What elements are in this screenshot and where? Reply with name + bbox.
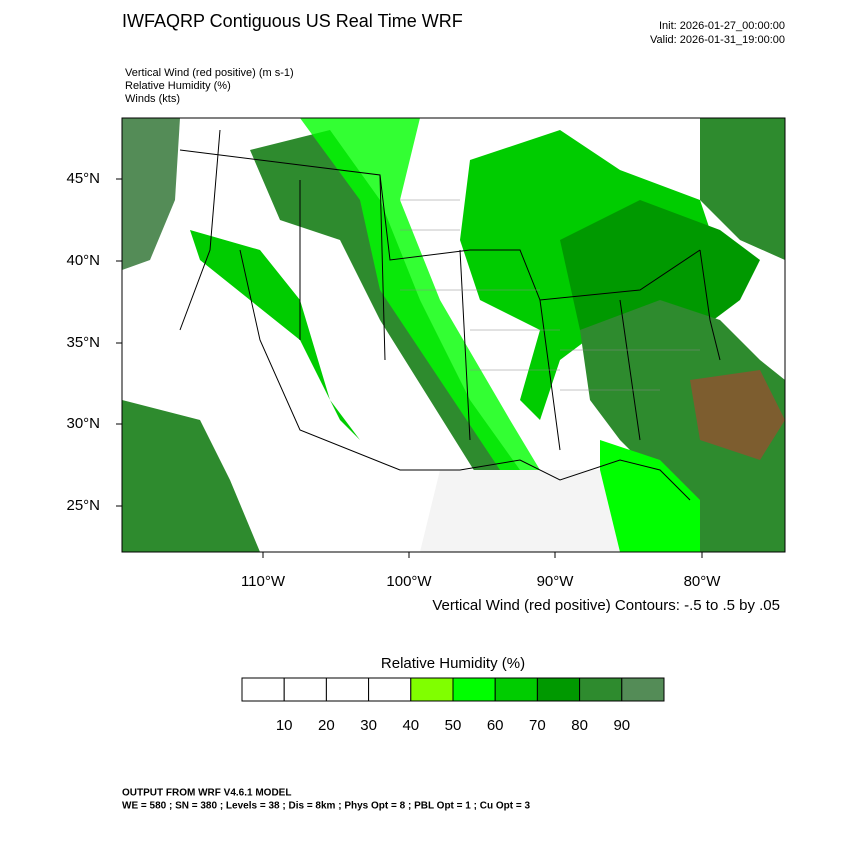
colorbar-title: Relative Humidity (%) bbox=[381, 655, 525, 672]
contour-caption: Vertical Wind (red positive) Contours: -… bbox=[432, 597, 780, 614]
colorbar-box bbox=[283, 677, 327, 702]
colorbar-box bbox=[325, 677, 370, 702]
colorbar-label: 80 bbox=[571, 717, 588, 734]
footer-line: OUTPUT FROM WRF V4.6.1 MODEL bbox=[122, 788, 291, 799]
colorbar-label: 10 bbox=[276, 717, 293, 734]
colorbar-label: 60 bbox=[487, 717, 504, 734]
axis-labels: 45°N 40°N 35°N 30°N 25°N 110°W 100°W 90°W 80°W bbox=[66, 170, 721, 590]
valid-time: Valid: 2026-01-31_19:00:00 bbox=[650, 34, 785, 46]
lat-label: 25°N bbox=[66, 497, 100, 514]
colorbar-label: 50 bbox=[445, 717, 462, 734]
colorbar-box bbox=[494, 677, 538, 702]
colorbar-label: 70 bbox=[529, 717, 546, 734]
lat-label: 40°N bbox=[66, 252, 100, 269]
field-label: Vertical Wind (red positive) (m s-1) bbox=[125, 67, 294, 79]
colorbar: 10 20 30 40 50 60 70 80 90 bbox=[241, 677, 665, 734]
field-label: Relative Humidity (%) bbox=[125, 80, 231, 92]
colorbar-label: 20 bbox=[318, 717, 335, 734]
colorbar-box bbox=[621, 677, 665, 702]
colorbar-label: 40 bbox=[402, 717, 419, 734]
colorbar-box bbox=[410, 677, 454, 702]
field-label: Winds (kts) bbox=[125, 93, 180, 105]
colorbar-box bbox=[241, 677, 285, 702]
colorbar-box bbox=[452, 677, 496, 702]
init-time: Init: 2026-01-27_00:00:00 bbox=[659, 20, 785, 32]
colorbar-box bbox=[579, 677, 623, 702]
lat-label: 30°N bbox=[66, 415, 100, 432]
lat-label: 35°N bbox=[66, 334, 100, 351]
colorbar-box bbox=[536, 677, 581, 702]
lon-label: 90°W bbox=[537, 573, 575, 590]
lon-label: 100°W bbox=[386, 573, 432, 590]
map bbox=[116, 117, 786, 558]
colorbar-label: 30 bbox=[360, 717, 377, 734]
footer-line: WE = 580 ; SN = 380 ; Levels = 38 ; Dis … bbox=[122, 801, 530, 812]
lon-label: 110°W bbox=[241, 573, 286, 590]
colorbar-box bbox=[368, 677, 412, 702]
lat-label: 45°N bbox=[66, 170, 100, 187]
title: IWFAQRP Contiguous US Real Time WRF bbox=[122, 11, 463, 31]
lon-label: 80°W bbox=[684, 573, 722, 590]
colorbar-label: 90 bbox=[613, 717, 630, 734]
